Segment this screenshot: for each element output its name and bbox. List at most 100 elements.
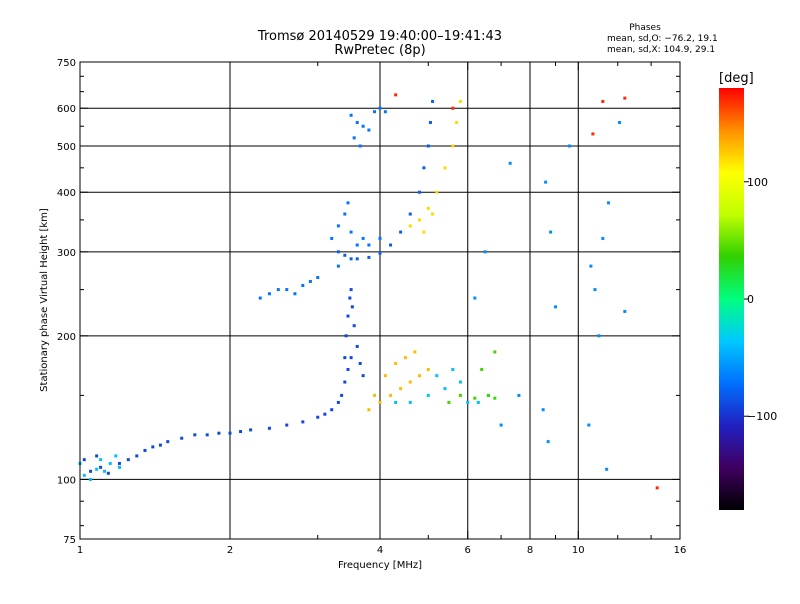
colorbar	[719, 88, 744, 510]
echo-point	[373, 393, 377, 397]
echo-point	[544, 180, 548, 184]
echo-point	[455, 121, 459, 125]
echo-point	[451, 144, 455, 148]
echo-point	[82, 473, 86, 477]
chart-title: Tromsø 20140529 19:40:00–19:41:43	[257, 29, 502, 44]
echo-point	[378, 236, 382, 240]
echo-point	[431, 212, 435, 216]
echo-point	[228, 431, 232, 435]
echo-point	[239, 430, 243, 434]
x-tick-label: 1	[77, 545, 83, 556]
echo-point	[308, 279, 312, 283]
echo-point	[346, 314, 350, 318]
echo-point	[466, 400, 470, 404]
echo-point	[293, 292, 297, 296]
echo-point	[408, 224, 412, 228]
echo-point	[82, 458, 86, 462]
echo-point	[355, 121, 359, 125]
echo-point	[349, 113, 353, 117]
echo-point	[493, 350, 497, 354]
echo-point	[426, 393, 430, 397]
echo-point	[301, 283, 305, 287]
echo-point	[517, 393, 521, 397]
y-tick-label: 100	[57, 475, 76, 486]
echo-point	[89, 477, 93, 481]
echo-point	[99, 458, 103, 462]
echo-point	[349, 356, 353, 360]
echo-point	[358, 361, 362, 365]
echo-point	[476, 400, 480, 404]
colorbar-ticks: 100 0 −100	[744, 176, 777, 423]
axis-ticks: 1 2 4 6 8 10 16 75 100 200 300 400 500 600 750	[57, 58, 686, 556]
echo-point	[349, 257, 353, 261]
echo-point	[336, 400, 340, 404]
echo-point	[340, 393, 344, 397]
colorbar-tick-label: 0	[747, 293, 754, 306]
echo-point	[593, 288, 597, 292]
echo-point	[458, 99, 462, 103]
echo-point	[352, 136, 356, 140]
echo-point	[367, 255, 371, 259]
echo-point	[451, 106, 455, 110]
echo-point	[323, 412, 327, 416]
echo-point	[89, 469, 93, 473]
echo-point	[361, 236, 365, 240]
x-tick-label: 4	[377, 545, 383, 556]
echo-point	[343, 380, 347, 384]
echo-point	[473, 396, 477, 400]
echo-point	[355, 344, 359, 348]
y-tick-label: 500	[57, 142, 76, 153]
echo-point	[346, 367, 350, 371]
echo-point	[343, 356, 347, 360]
echo-point	[601, 99, 605, 103]
echo-point	[267, 426, 271, 430]
echo-point	[394, 400, 398, 404]
y-axis-label: Stationary phase Virtual Height [km]	[39, 208, 50, 392]
echo-point	[601, 236, 605, 240]
echo-point	[343, 253, 347, 257]
echo-point	[316, 415, 320, 419]
x-tick-label: 16	[674, 545, 687, 556]
echo-point	[553, 305, 557, 309]
echo-point	[486, 393, 490, 397]
echo-point	[567, 144, 571, 148]
echo-point	[336, 250, 340, 254]
echo-point	[249, 428, 253, 432]
echo-point	[258, 296, 262, 300]
echo-point	[458, 380, 462, 384]
echo-point	[458, 393, 462, 397]
echo-point	[443, 166, 447, 170]
echo-point	[426, 144, 430, 148]
echo-point	[426, 206, 430, 210]
echo-point	[267, 292, 271, 296]
echo-point	[349, 230, 353, 234]
echo-point	[143, 448, 147, 452]
echo-point	[623, 309, 627, 313]
y-tick-label: 75	[63, 535, 76, 546]
echo-point	[285, 288, 289, 292]
echo-point	[361, 374, 365, 378]
y-tick-label: 750	[57, 58, 76, 69]
echo-point	[408, 400, 412, 404]
echo-point	[361, 124, 365, 128]
x-axis-label: Frequency [MHz]	[338, 560, 422, 571]
echo-point	[350, 305, 354, 309]
echo-point	[330, 236, 334, 240]
echo-point	[330, 408, 334, 412]
echo-point	[508, 161, 512, 165]
echo-point	[623, 96, 627, 100]
echo-point	[394, 93, 398, 97]
echo-point	[480, 367, 484, 371]
echo-point	[422, 230, 426, 234]
echo-point	[355, 257, 359, 261]
echo-point	[403, 356, 407, 360]
stats-x-mode: mean, sd,X: 104.9, 29.1	[607, 45, 715, 55]
echo-point	[443, 387, 447, 391]
echo-point	[618, 121, 622, 125]
echo-point	[383, 374, 387, 378]
echo-point	[589, 264, 593, 268]
x-tick-label: 8	[527, 545, 533, 556]
echo-point	[546, 440, 550, 444]
data-points	[78, 93, 659, 490]
echo-point	[367, 243, 371, 247]
